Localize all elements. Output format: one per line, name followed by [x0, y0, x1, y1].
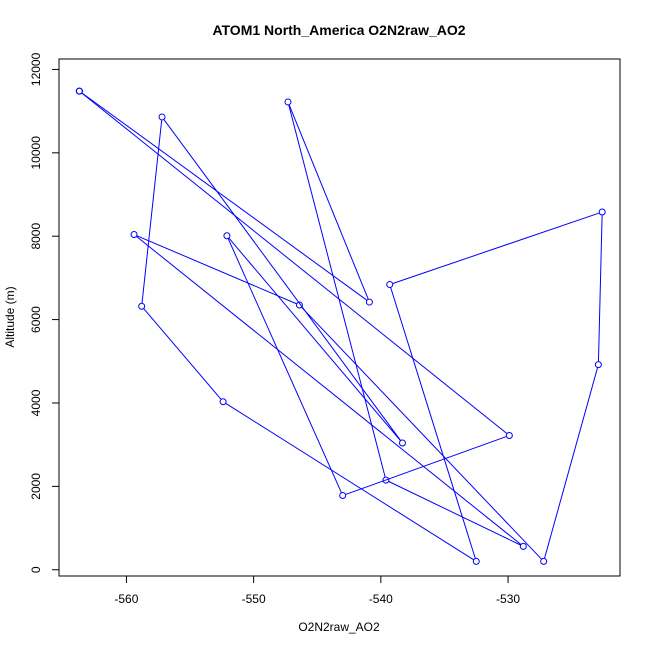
data-point [339, 492, 347, 500]
series-segment [136, 235, 297, 305]
series-segment [141, 120, 163, 304]
data-point [138, 302, 146, 310]
data-point [398, 439, 406, 447]
series-segment [81, 92, 368, 301]
series-segment [301, 306, 542, 560]
x-axis: -560 -550 -540 -530 [114, 576, 520, 606]
y-tick-label: 10000 [29, 136, 43, 170]
series-segment [388, 481, 521, 546]
data-point [386, 281, 394, 289]
data-point [598, 208, 606, 216]
series-segment [136, 236, 522, 545]
data-point [505, 431, 513, 439]
y-axis-label: Altitude (m) [3, 286, 17, 347]
series-segment [544, 367, 598, 559]
series-segment [227, 238, 342, 493]
data-point [223, 232, 231, 240]
y-axis: 0 2000 4000 6000 8000 10000 12000 [29, 52, 59, 573]
data-point [365, 298, 373, 306]
data-point [130, 231, 138, 239]
series-segment [163, 119, 401, 441]
y-tick-label: 6000 [29, 306, 43, 333]
series-segment [390, 287, 476, 559]
x-tick-label: -540 [369, 592, 393, 606]
data-point [295, 301, 303, 309]
data-point [75, 87, 83, 95]
y-tick-label: 12000 [29, 52, 43, 86]
series-segment [392, 212, 600, 285]
series-segment [345, 436, 507, 495]
data-point [158, 113, 166, 121]
series-segment [143, 308, 222, 400]
plot-frame [58, 58, 621, 577]
data-point [540, 557, 548, 565]
data-point [594, 361, 602, 369]
data-point [519, 542, 527, 550]
data-point [219, 398, 227, 406]
data-point [382, 476, 390, 484]
x-tick-label: -550 [242, 592, 266, 606]
y-tick-label: 0 [29, 566, 43, 573]
y-tick-label: 2000 [29, 473, 43, 500]
series-segment [597, 215, 603, 362]
series-segment [81, 92, 508, 434]
series-segment [228, 237, 401, 441]
x-tick-label: -530 [496, 592, 520, 606]
series-segment [288, 104, 369, 300]
chart-title: ATOM1 North_America O2N2raw_AO2 [212, 22, 465, 38]
data-series [75, 87, 606, 565]
data-point [284, 98, 292, 106]
series-segment [288, 104, 386, 478]
x-axis-label: O2N2raw_AO2 [298, 620, 380, 634]
series-segment [225, 403, 474, 561]
y-tick-label: 4000 [29, 389, 43, 416]
x-tick-label: -560 [114, 592, 138, 606]
data-point [472, 557, 480, 565]
y-tick-label: 8000 [29, 223, 43, 250]
